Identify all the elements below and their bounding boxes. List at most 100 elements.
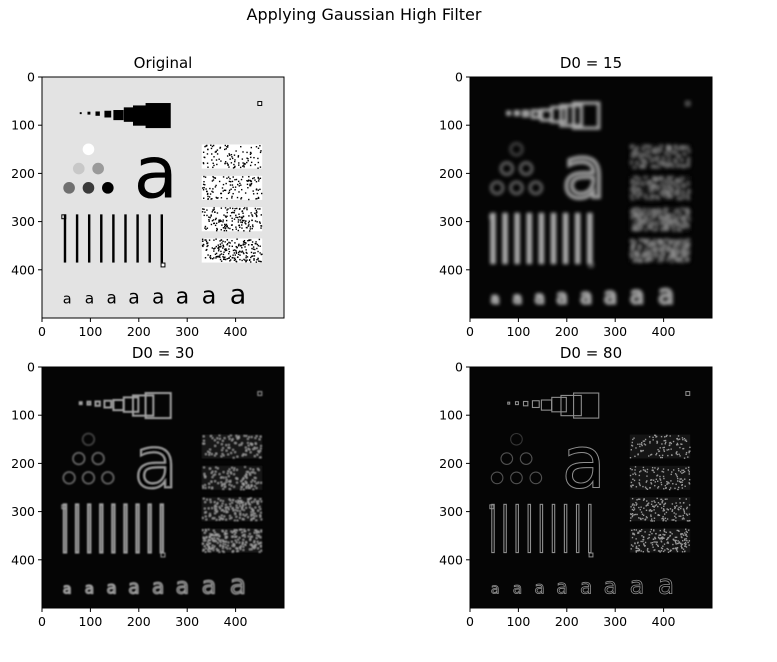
noise-dot (253, 540, 256, 542)
noise-dot (689, 218, 691, 221)
noise-dot (634, 151, 636, 153)
noise-dot (237, 550, 239, 552)
noise-dot (239, 166, 242, 169)
noise-dot (659, 260, 661, 263)
noise-dot (678, 245, 680, 247)
noise-dot (239, 254, 241, 256)
noise-dot (216, 549, 219, 552)
noise-dot (674, 515, 676, 517)
noise-dot (260, 260, 262, 263)
noise-dot (684, 247, 687, 249)
noise-dot (674, 245, 676, 247)
noise-dot (234, 258, 237, 261)
noise-dot (245, 474, 248, 476)
noise-dot (653, 186, 655, 188)
noise-dot (211, 190, 213, 193)
noise-dot (222, 488, 224, 490)
noise-dot (229, 177, 231, 180)
noise-dot (250, 519, 253, 521)
noise-dot (228, 253, 230, 255)
row-letter: a (658, 280, 675, 311)
noise-dot (676, 549, 678, 551)
noise-dot (643, 211, 645, 214)
noise-dot (687, 196, 689, 198)
test-circle (71, 451, 86, 466)
noise-dot (231, 545, 234, 547)
noise-dot (231, 245, 234, 248)
noise-dot (638, 189, 641, 192)
noise-dot (251, 219, 253, 222)
noise-dot (215, 452, 217, 455)
noise-dot (632, 185, 635, 187)
noise-dot (249, 153, 252, 155)
noise-dot (666, 538, 668, 541)
noise-dot (643, 163, 645, 165)
noise-dot (657, 505, 659, 508)
noise-dot (239, 500, 241, 502)
noise-dot (225, 509, 227, 511)
noise-dot (248, 436, 250, 438)
noise-dot (236, 477, 238, 480)
x-tick-label: 0 (38, 324, 46, 339)
noise-dot (685, 252, 688, 254)
noise-dot (688, 540, 691, 542)
noise-dot (648, 534, 651, 536)
noise-dot (651, 466, 654, 469)
noise-dot (237, 245, 240, 247)
noise-dot (247, 180, 249, 182)
noise-dot (236, 502, 239, 504)
test-circle (81, 432, 96, 447)
noise-dot (646, 240, 648, 242)
noise-dot (669, 550, 671, 553)
noise-dot (681, 207, 684, 210)
noise-dot (230, 530, 233, 533)
noise-dot (243, 230, 245, 232)
noise-dot (673, 248, 675, 251)
noise-dot (654, 179, 656, 182)
noise-dot (629, 474, 632, 477)
noise-dot (242, 243, 245, 245)
noise-base (629, 144, 691, 169)
noise-dot (225, 511, 228, 513)
noise-dot (220, 250, 222, 253)
noise-dot (253, 531, 256, 534)
noise-dot (632, 503, 634, 505)
noise-dot (251, 508, 253, 510)
noise-dot (202, 442, 204, 445)
noise-dot (674, 220, 677, 223)
noise-dot (248, 503, 250, 505)
noise-rectangle (629, 465, 691, 491)
noise-dot (229, 242, 231, 244)
noise-dot (236, 436, 238, 438)
noise-dot (239, 546, 242, 548)
test-bar (159, 503, 165, 554)
noise-dot (636, 499, 638, 501)
noise-dot (667, 509, 669, 511)
noise-dot (649, 182, 651, 185)
noise-dot (251, 224, 254, 226)
noise-dot (255, 482, 258, 485)
noise-dot (247, 179, 250, 181)
noise-dot (231, 220, 233, 222)
noise-dot (222, 183, 225, 186)
noise-dot (681, 249, 684, 252)
noise-dot (685, 538, 687, 540)
noise-dot (240, 198, 242, 200)
y-tick-label: 100 (439, 118, 463, 133)
noise-dot (665, 224, 667, 226)
noise-dot (255, 515, 257, 517)
noise-dot (211, 487, 213, 490)
noise-dot (673, 230, 675, 232)
noise-dot (257, 468, 259, 470)
noise-dot (214, 177, 217, 179)
noise-dot (254, 529, 256, 532)
noise-dot (212, 534, 215, 537)
noise-dot (638, 223, 641, 225)
noise-dot (247, 442, 249, 444)
noise-dot (646, 144, 649, 147)
noise-dot (259, 514, 261, 516)
noise-dot (654, 537, 656, 540)
noise-dot (664, 222, 666, 225)
noise-dot (648, 218, 650, 220)
noise-dot (253, 447, 256, 449)
